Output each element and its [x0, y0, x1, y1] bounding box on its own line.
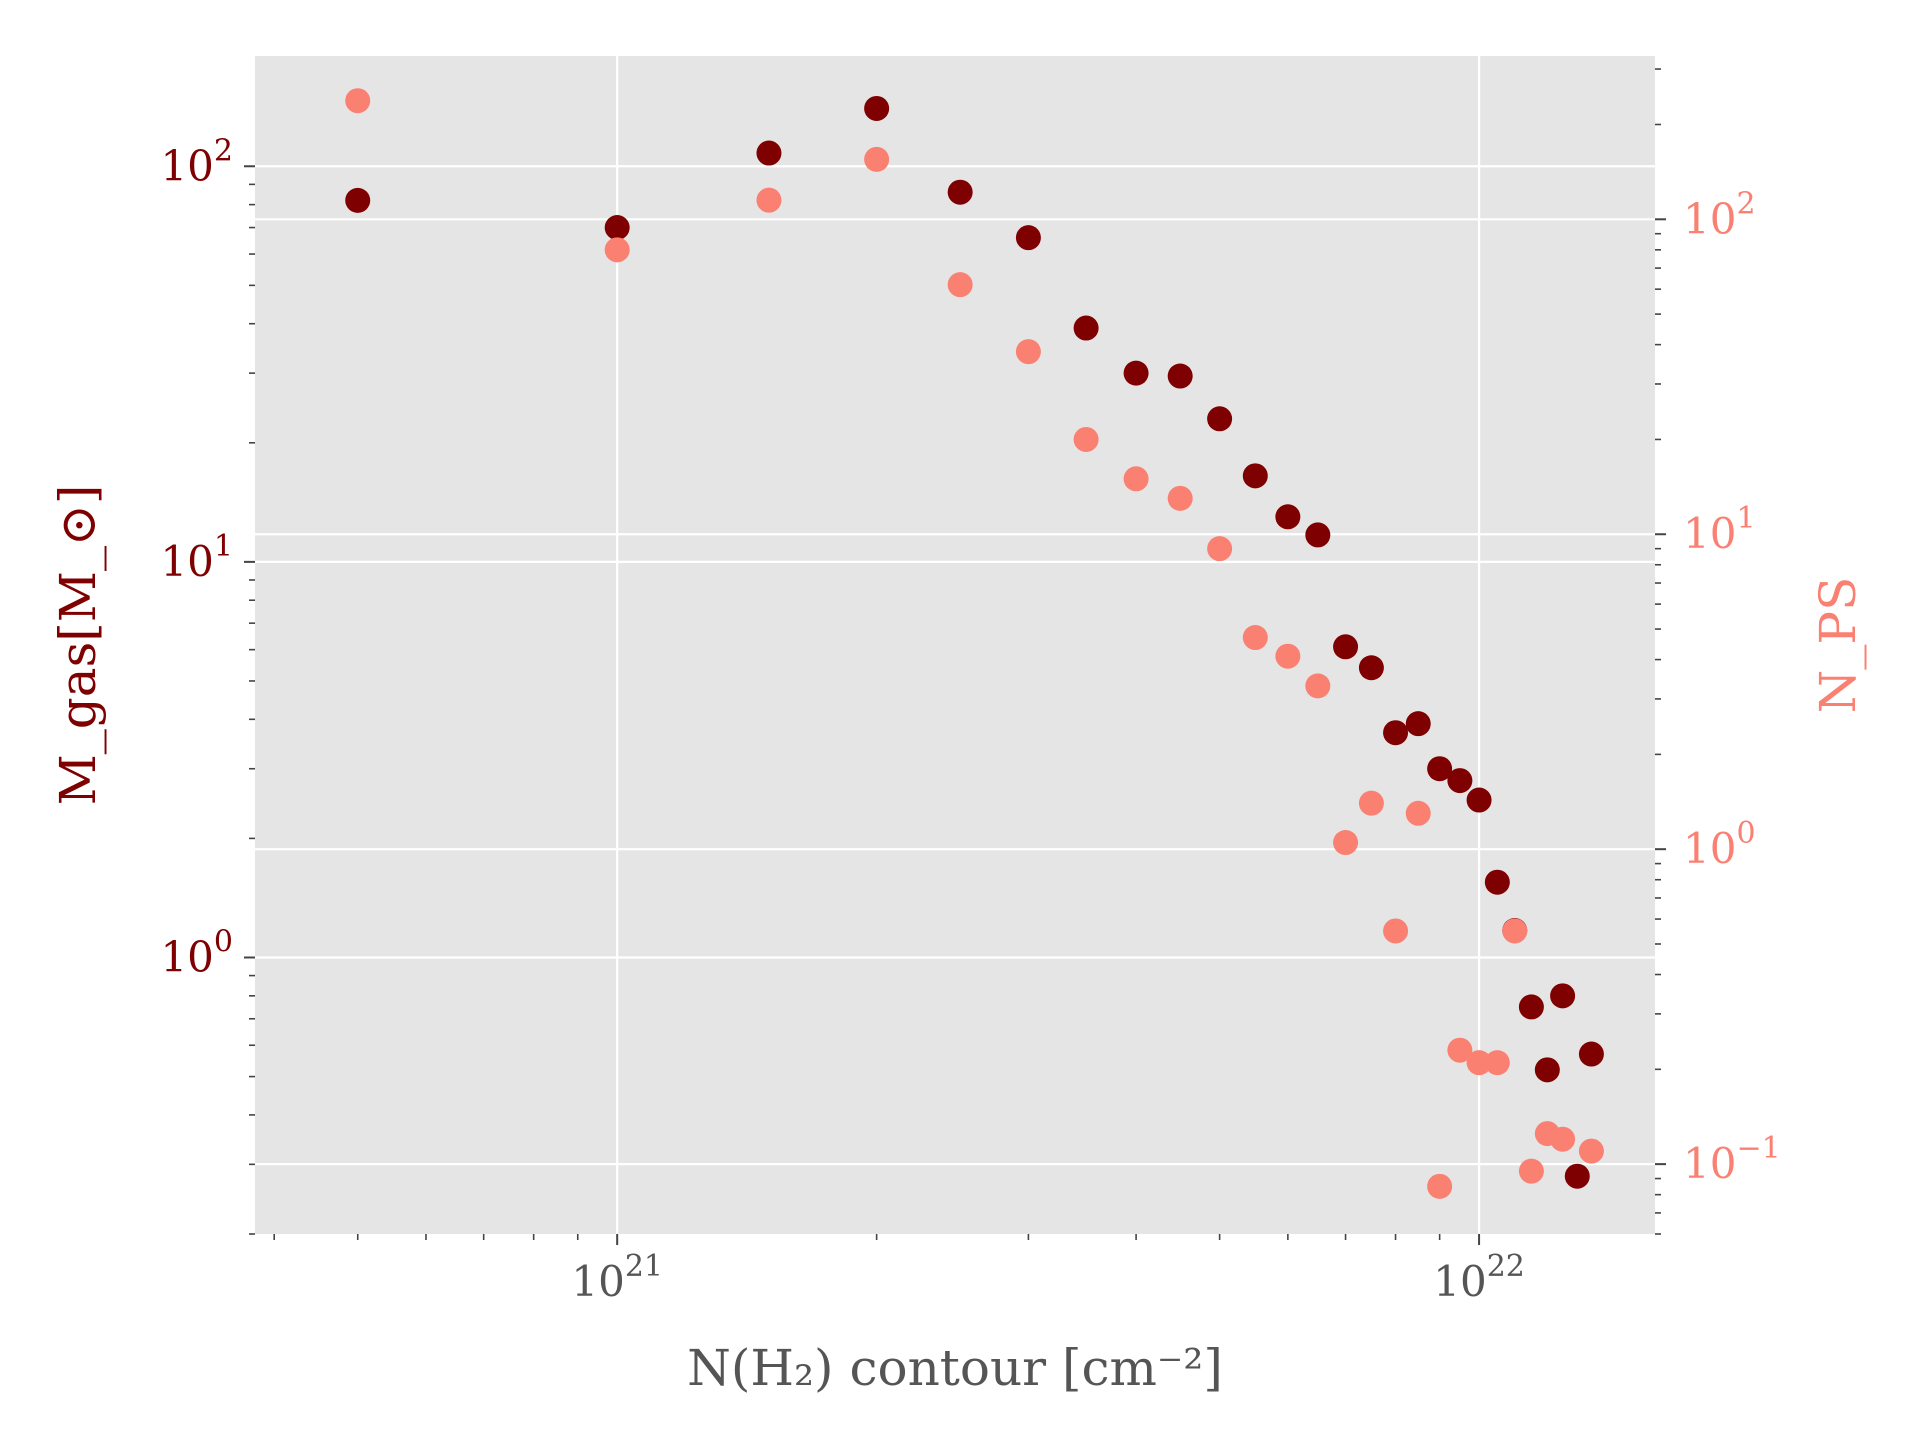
mgas-point-16 — [1405, 711, 1431, 737]
nps-point-18 — [1447, 1037, 1473, 1063]
left-axis-title: M_gas[M_⊙] — [49, 485, 107, 806]
x-axis-title: N(H₂) contour [cm⁻²] — [687, 1339, 1223, 1397]
mgas-point-23 — [1534, 1057, 1560, 1083]
right-axis-ticks: 102 101 100 10−1 — [1655, 68, 1781, 1235]
nps-point-10 — [1242, 625, 1268, 651]
nps-point-11 — [1275, 643, 1301, 669]
right-tick-label-1: 101 — [1683, 501, 1756, 558]
right-axis-title: N_PS — [1809, 577, 1867, 714]
right-tick-label-2: 100 — [1683, 816, 1756, 873]
left-axis-ticks: 102 101 100 — [160, 133, 255, 1235]
nps-point-24 — [1550, 1126, 1576, 1152]
mgas-point-9 — [1207, 406, 1233, 432]
right-tick-label-0: 102 — [1683, 186, 1756, 243]
mgas-point-24 — [1550, 983, 1576, 1009]
nps-point-14 — [1358, 790, 1384, 816]
nps-point-7 — [1123, 466, 1149, 492]
plot-background — [255, 56, 1655, 1234]
mgas-point-18 — [1447, 768, 1473, 794]
axis-labels: N(H₂) contour [cm⁻²] M_gas[M_⊙] N_PS — [49, 485, 1867, 1397]
nps-point-8 — [1167, 485, 1193, 511]
mgas-point-6 — [1073, 315, 1099, 341]
nps-point-1 — [604, 237, 630, 263]
left-tick-label-0: 102 — [160, 133, 233, 190]
nps-point-15 — [1383, 918, 1409, 944]
x-tick-label-1: 1022 — [1433, 1249, 1525, 1306]
mgas-point-3 — [864, 95, 890, 121]
mgas-point-22 — [1518, 994, 1544, 1020]
mgas-point-17 — [1427, 756, 1453, 782]
nps-point-13 — [1333, 830, 1359, 856]
nps-point-20 — [1484, 1050, 1510, 1076]
mgas-point-11 — [1275, 504, 1301, 530]
nps-point-16 — [1405, 800, 1431, 826]
nps-point-0 — [345, 88, 371, 114]
mgas-point-12 — [1305, 522, 1331, 548]
left-gridlines — [255, 165, 1655, 959]
mgas-point-25 — [1564, 1163, 1590, 1189]
nps-point-17 — [1427, 1173, 1453, 1199]
x-axis-ticks: 1021 1022 — [273, 1234, 1525, 1306]
mgas-point-5 — [1015, 225, 1041, 251]
nps-point-2 — [756, 187, 782, 213]
mgas-point-14 — [1358, 655, 1384, 681]
nps-point-22 — [1518, 1158, 1544, 1184]
right-gridlines — [255, 218, 1655, 1166]
mgas-point-4 — [947, 179, 973, 205]
left-tick-label-1: 101 — [160, 529, 233, 586]
mgas-series — [345, 95, 1604, 1189]
nps-point-5 — [1015, 339, 1041, 365]
nps-point-19 — [1466, 1050, 1492, 1076]
mgas-point-10 — [1242, 463, 1268, 489]
mgas-point-2 — [756, 140, 782, 166]
nps-point-6 — [1073, 426, 1099, 452]
mgas-point-15 — [1383, 720, 1409, 746]
nps-point-21 — [1502, 918, 1528, 944]
x-tick-label-0: 1021 — [571, 1249, 663, 1306]
nps-point-3 — [864, 146, 890, 172]
nps-point-12 — [1305, 673, 1331, 699]
nps-point-25 — [1578, 1138, 1604, 1164]
mgas-point-26 — [1578, 1041, 1604, 1067]
mgas-point-7 — [1123, 360, 1149, 386]
mgas-point-19 — [1466, 787, 1492, 813]
nps-point-4 — [947, 272, 973, 298]
mgas-point-20 — [1484, 869, 1510, 895]
mgas-point-8 — [1167, 363, 1193, 389]
nps-series — [345, 88, 1604, 1199]
nps-point-9 — [1207, 536, 1233, 562]
mgas-point-13 — [1333, 634, 1359, 660]
mgas-point-1 — [604, 215, 630, 241]
mgas-point-0 — [345, 187, 371, 213]
right-tick-label-3: 10−1 — [1683, 1131, 1781, 1188]
left-tick-label-2: 100 — [160, 924, 233, 981]
